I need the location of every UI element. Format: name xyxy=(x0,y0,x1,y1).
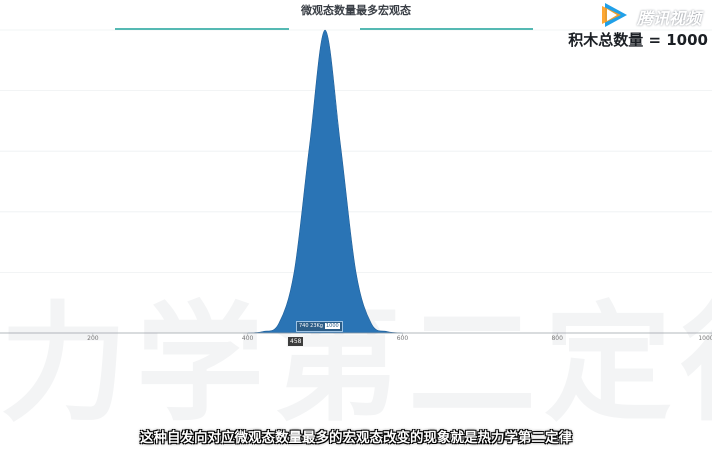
play-logo-icon xyxy=(602,3,627,27)
chart-title: 微观态数量最多宏观态 xyxy=(301,4,411,17)
x-axis-ticks: 200 400 600 800 1000 xyxy=(87,333,712,342)
title-underline-right xyxy=(360,28,533,30)
video-subtitle: 这种自发向对应微观态数量最多的宏观态改变的现象就是热力学第二定律 xyxy=(140,430,572,446)
title-underline-left xyxy=(115,28,289,30)
x-tick-label: 600 xyxy=(397,335,409,342)
tooltip-value: 1000 xyxy=(324,323,340,329)
x-tick-label: 400 xyxy=(242,335,254,342)
x-tick-label: 800 xyxy=(551,335,563,342)
x-tick-label: 1000 xyxy=(698,335,712,342)
distribution-area xyxy=(247,29,403,334)
grid-lines xyxy=(0,29,712,273)
tooltip-label: 740 23Kg xyxy=(299,323,323,329)
total-blocks-label: 积木总数量 = 1000 xyxy=(568,31,708,49)
hover-tooltip: 740 23Kg 1000 xyxy=(296,321,343,332)
x-axis-marker: 458 xyxy=(288,337,304,346)
logo-text: 腾讯视频 xyxy=(637,9,702,28)
tencent-video-logo: 腾讯视频 xyxy=(597,0,712,30)
x-tick-label: 200 xyxy=(87,335,99,342)
